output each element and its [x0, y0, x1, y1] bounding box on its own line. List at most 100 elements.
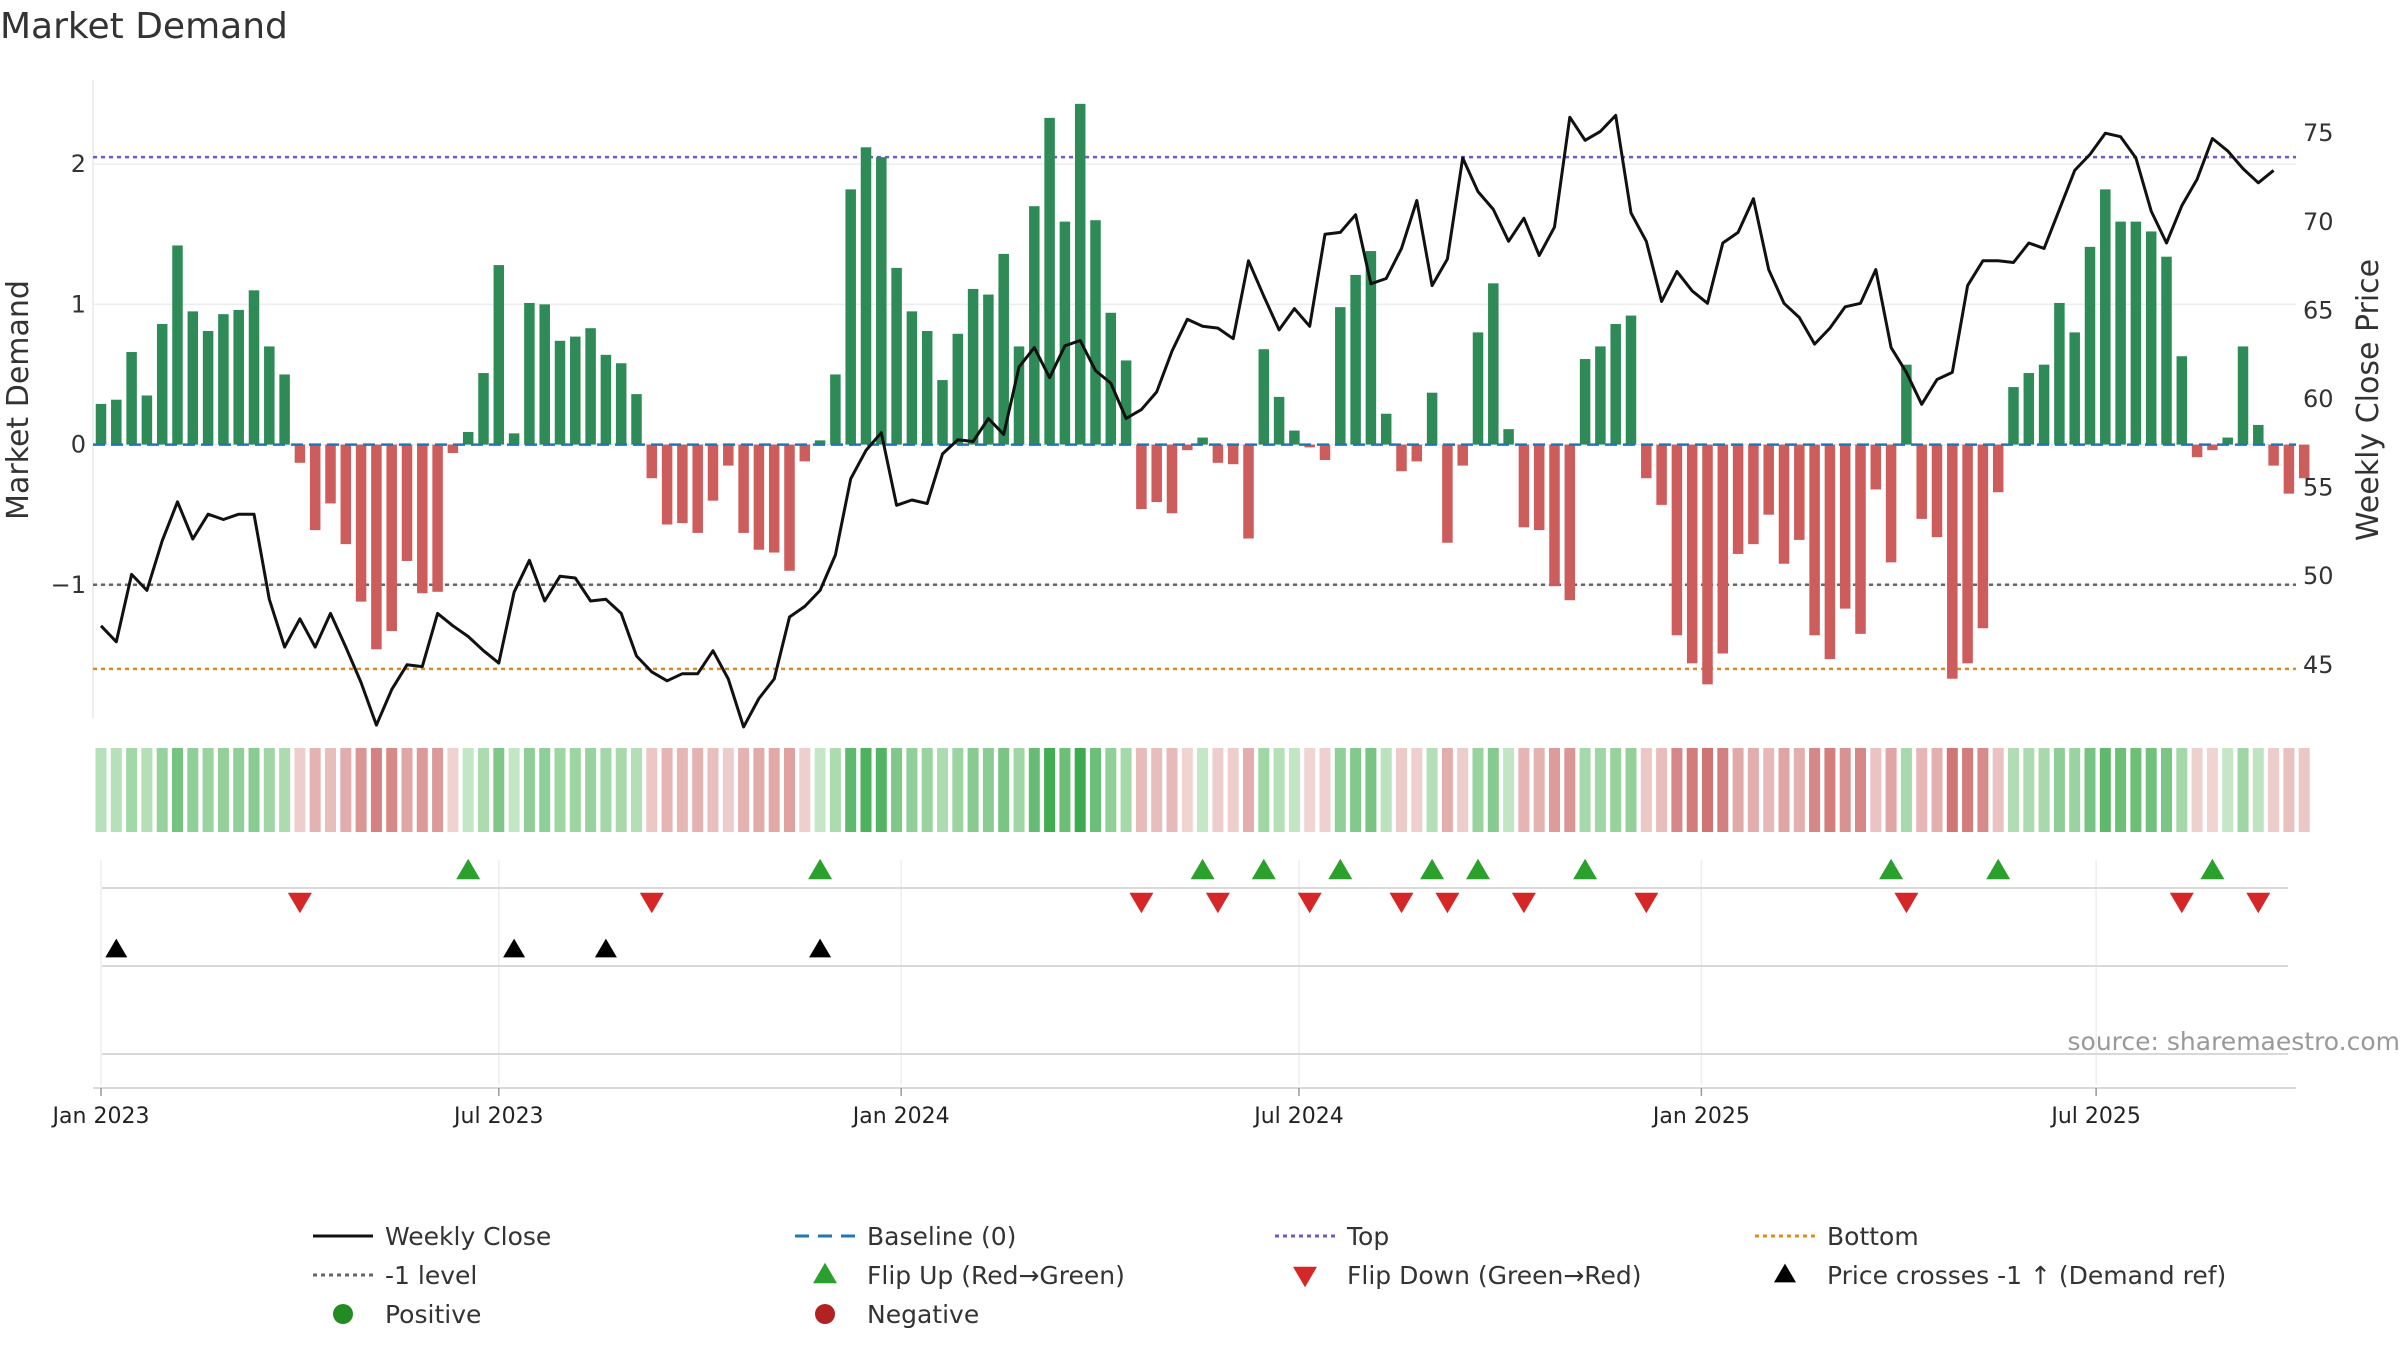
- demand-bar: [707, 444, 719, 501]
- demand-bar: [2145, 231, 2157, 445]
- demand-bar: [2008, 387, 2019, 445]
- flip-down-marker: [1894, 892, 1919, 914]
- demand-bar: [1197, 437, 1208, 445]
- demand-bar: [1962, 444, 1973, 664]
- demand-bar: [2130, 221, 2142, 445]
- demand-bar: [906, 311, 918, 445]
- heat-cell: [1640, 748, 1652, 832]
- chart-title: Market Demand: [0, 6, 288, 47]
- legend-label: Negative: [867, 1300, 979, 1329]
- heat-cell: [1151, 748, 1163, 832]
- flip-down-marker: [1129, 892, 1154, 914]
- demand-bar: [983, 294, 994, 445]
- demand-bar: [937, 380, 948, 445]
- demand-bar: [264, 346, 275, 445]
- heat-cell: [1396, 748, 1407, 832]
- heat-cell: [248, 748, 260, 832]
- heat-cell: [1962, 748, 1974, 832]
- demand-bar: [187, 311, 199, 445]
- demand-bar: [417, 444, 428, 594]
- demand-bar: [1243, 444, 1254, 539]
- demand-bar: [1013, 346, 1025, 445]
- flip-up-marker: [808, 858, 833, 880]
- heat-cell: [1074, 748, 1086, 832]
- demand-bar: [1258, 349, 1270, 445]
- heat-cell: [340, 748, 352, 832]
- heat-cell: [95, 748, 107, 832]
- heat-cell: [1992, 748, 2004, 832]
- heat-cell: [539, 748, 551, 832]
- heat-cell: [967, 748, 979, 832]
- demand-bar: [95, 403, 107, 445]
- demand-bar: [340, 444, 352, 545]
- demand-bar: [1136, 444, 1147, 510]
- heat-cell: [921, 748, 933, 832]
- heat-cell: [1319, 748, 1331, 832]
- demand-bar: [1227, 444, 1239, 465]
- heat-cell: [401, 748, 413, 832]
- flip-down-markers: [287, 892, 2271, 914]
- flip-up-marker: [456, 858, 481, 880]
- heat-cell: [2298, 748, 2310, 832]
- demand-bar: [967, 288, 979, 445]
- demand-bar: [1625, 315, 1637, 445]
- demand-bar: [2268, 444, 2279, 466]
- demand-bar: [1335, 307, 1346, 445]
- weekly-close-line: [99, 113, 2275, 729]
- demand-bar: [248, 290, 260, 445]
- demand-bar: [1518, 444, 1530, 528]
- heat-cell: [1288, 748, 1300, 832]
- demand-bar: [1977, 444, 1989, 629]
- legend-label: Flip Down (Green→Red): [1347, 1261, 1642, 1290]
- heat-cell: [2222, 748, 2234, 832]
- heat-cell: [1304, 748, 1316, 832]
- demand-bar: [845, 189, 856, 445]
- demand-bar: [2253, 424, 2264, 445]
- heat-cell: [600, 748, 612, 832]
- heat-cell: [156, 748, 168, 832]
- x-tick-label: Jul 2024: [1252, 1104, 1344, 1129]
- heat-cell: [1044, 748, 1056, 832]
- demand-bar: [1304, 444, 1315, 448]
- legend-item: Baseline (0): [795, 1222, 1016, 1251]
- x-tick-label: Jul 2025: [2049, 1104, 2141, 1129]
- demand-bar: [2115, 221, 2126, 445]
- heat-cell: [279, 748, 291, 832]
- flip-up-marker: [2200, 858, 2225, 880]
- heat-cell: [585, 748, 597, 832]
- demand-bar: [661, 444, 673, 525]
- demand-bar: [692, 444, 703, 533]
- demand-bar: [1289, 430, 1300, 445]
- demand-bar: [141, 395, 153, 445]
- flip-down-marker: [1205, 892, 1230, 914]
- left-y-tick-label: 2: [71, 150, 86, 178]
- demand-bar: [1794, 444, 1805, 540]
- right-y-tick-label: 55: [2303, 474, 2334, 502]
- price-cross-marker: [809, 938, 832, 958]
- heat-cell: [814, 748, 826, 832]
- heat-cell: [875, 748, 887, 832]
- right-y-ticks: 75 70 65 60 55 50 45: [2303, 119, 2334, 679]
- heat-cell: [217, 748, 229, 832]
- flip-up-marker: [1573, 858, 1598, 880]
- heat-cell: [1258, 748, 1270, 832]
- demand-bar: [784, 444, 795, 571]
- demand-bar: [1702, 444, 1713, 685]
- left-y-tick-label: −1: [51, 571, 86, 599]
- demand-bar: [1533, 444, 1545, 531]
- demand-bar: [1151, 444, 1162, 503]
- legend-item: -1 level: [313, 1261, 477, 1290]
- heat-cell: [1472, 748, 1484, 832]
- main-panel: 2 1 0 −1 75 70 65 60 55 50 45: [51, 80, 2334, 729]
- heat-cell: [1824, 748, 1836, 832]
- left-y-axis-label: Market Demand: [1, 280, 36, 520]
- demand-bar: [1212, 444, 1224, 463]
- heat-cell: [2038, 748, 2050, 832]
- flip-down-marker: [2246, 892, 2271, 914]
- heat-cell: [1855, 748, 1866, 832]
- demand-bar: [371, 444, 382, 650]
- heat-cell: [768, 748, 780, 832]
- heat-cell: [646, 748, 658, 832]
- heat-cell: [202, 748, 214, 832]
- heat-cell: [2237, 748, 2249, 832]
